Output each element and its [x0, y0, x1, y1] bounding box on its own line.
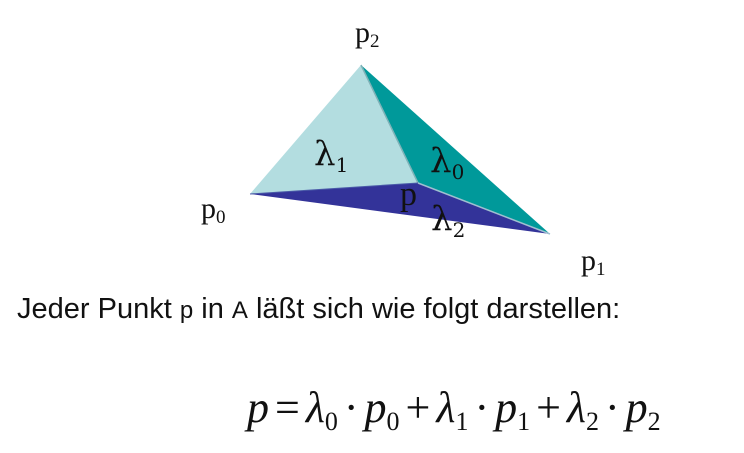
caption-part2: in [193, 293, 232, 325]
edge-p-p2 [360, 64, 419, 184]
formula-plus2: + [536, 383, 561, 432]
region-lambda2 [250, 183, 550, 234]
formula-p2: p [625, 383, 648, 432]
formula-dot2: · [604, 383, 620, 432]
vertex-label-p0: p0 [201, 192, 226, 228]
vertex-label-p1: p1 [581, 244, 606, 280]
formula-dot0: · [343, 383, 359, 432]
vertex-label-p2: p2 [355, 16, 380, 52]
caption-part1: Jeder Punkt [17, 293, 180, 325]
formula-p1: p [495, 383, 518, 432]
region-lambda0 [361, 65, 550, 234]
caption-set-a: A [231, 297, 248, 324]
formula-lambda0: λ [305, 383, 325, 432]
caption-text: Jeder Punkt p in A läßt sich wie folgt d… [17, 293, 620, 326]
edge-p-p0 [249, 182, 419, 195]
formula-lambda2: λ [566, 383, 586, 432]
barycentric-formula: p = λ0 · p0 + λ1 · p1 + λ2 · p2 [247, 382, 661, 436]
formula-p0: p [364, 383, 387, 432]
formula-p2-sub: 2 [647, 407, 661, 436]
edge-p-p1 [417, 182, 551, 235]
caption-part3: läßt sich wie folgt darstellen: [247, 293, 621, 325]
region-label-lambda2: λ2 [431, 199, 465, 242]
region-label-lambda1: λ1 [314, 134, 348, 177]
formula-p0-sub: 0 [386, 407, 400, 436]
formula-equals: = [275, 383, 300, 432]
formula-lambda0-sub: 0 [324, 407, 338, 436]
formula-p1-sub: 1 [517, 407, 531, 436]
point-label-p: p [400, 176, 417, 213]
formula-dot1: · [474, 383, 490, 432]
formula-lambda1-sub: 1 [455, 407, 469, 436]
caption-point-p: p [179, 297, 194, 324]
formula-lambda2-sub: 2 [585, 407, 599, 436]
formula-lhs: p [247, 383, 269, 432]
barycentric-triangle-diagram: p2 p0 p1 p λ1 λ0 λ2 [201, 16, 606, 280]
formula-plus1: + [405, 383, 431, 432]
region-label-lambda0: λ0 [430, 141, 464, 184]
formula-lambda1: λ [436, 383, 456, 432]
